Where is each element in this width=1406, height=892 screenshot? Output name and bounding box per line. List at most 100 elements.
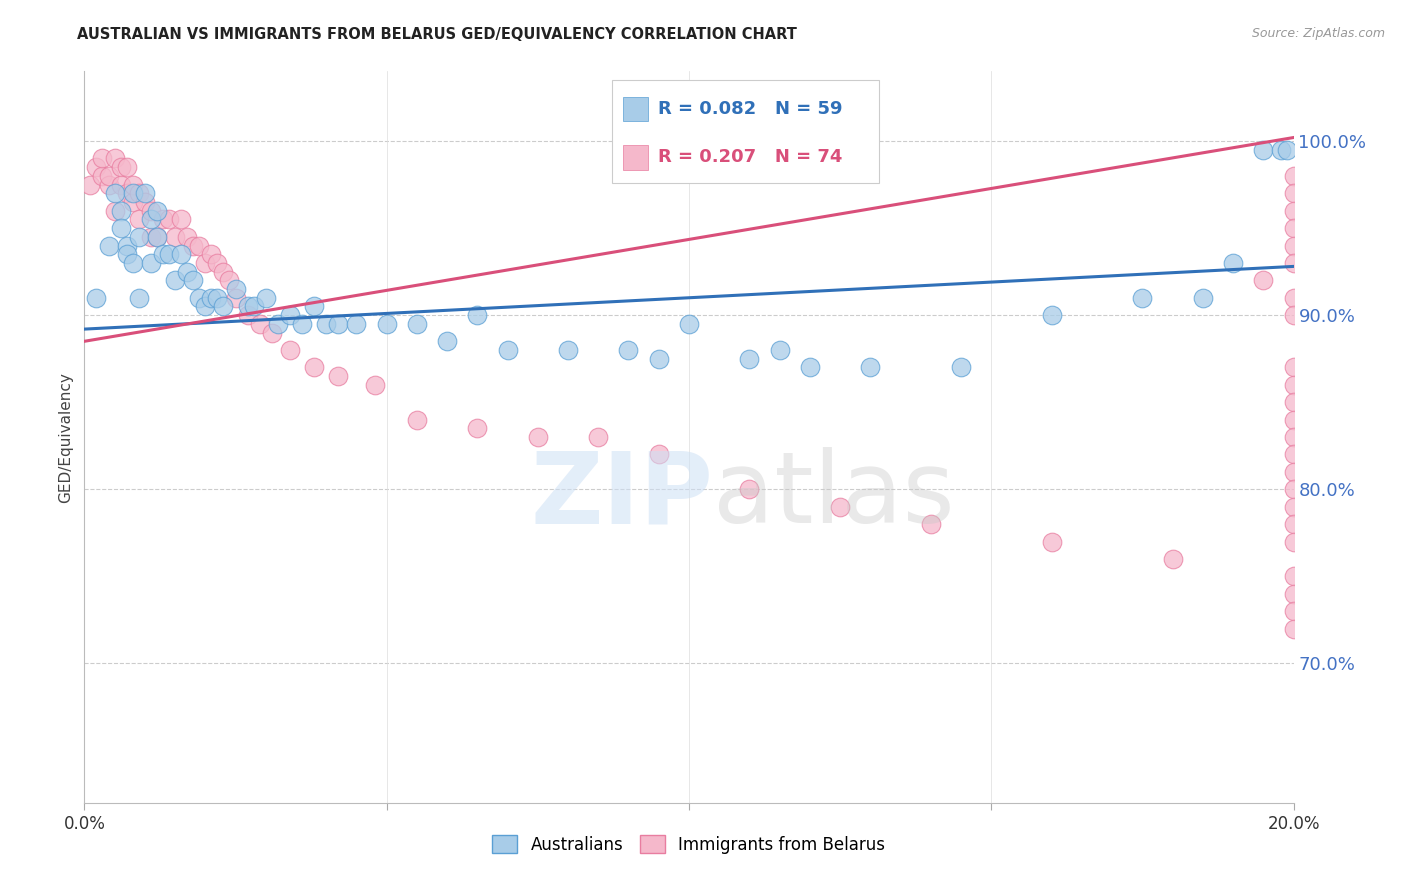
Point: [110, 178, 132, 192]
Point: [104, 203, 127, 218]
Point: [1282, 517, 1305, 532]
Point: [1282, 569, 1305, 583]
Point: [648, 448, 671, 462]
Point: [1270, 143, 1292, 157]
Text: Source: ZipAtlas.com: Source: ZipAtlas.com: [1251, 27, 1385, 40]
Point: [950, 360, 973, 375]
Point: [212, 300, 235, 314]
Point: [212, 265, 235, 279]
Point: [139, 229, 162, 244]
Point: [328, 369, 350, 384]
Point: [134, 194, 156, 209]
Point: [207, 291, 229, 305]
Point: [86, 291, 108, 305]
Point: [406, 317, 429, 331]
Point: [134, 186, 156, 201]
Point: [1282, 395, 1305, 409]
Point: [1282, 186, 1305, 201]
Point: [1282, 412, 1305, 426]
Point: [678, 317, 700, 331]
Point: [176, 265, 198, 279]
Text: R = 0.082   N = 59: R = 0.082 N = 59: [658, 100, 842, 118]
Point: [128, 186, 150, 201]
Point: [128, 291, 150, 305]
Point: [328, 317, 350, 331]
Point: [139, 256, 162, 270]
Point: [527, 430, 550, 444]
Point: [225, 282, 247, 296]
Point: [1282, 360, 1305, 375]
Point: [146, 229, 169, 244]
Point: [121, 256, 143, 270]
Point: [302, 360, 325, 375]
Point: [152, 247, 174, 261]
Point: [1282, 256, 1305, 270]
Point: [648, 351, 671, 366]
Text: R = 0.207   N = 74: R = 0.207 N = 74: [658, 148, 842, 166]
Point: [139, 212, 162, 227]
Point: [157, 212, 180, 227]
Point: [830, 500, 852, 514]
Text: ZIP: ZIP: [530, 447, 713, 544]
Point: [86, 160, 108, 174]
Point: [152, 212, 174, 227]
Point: [1282, 622, 1305, 636]
Point: [302, 300, 325, 314]
Point: [115, 247, 138, 261]
Point: [110, 203, 132, 218]
Point: [1282, 465, 1305, 479]
Point: [146, 203, 169, 218]
Point: [121, 178, 143, 192]
Point: [1253, 143, 1275, 157]
Point: [110, 160, 132, 174]
Point: [115, 238, 138, 252]
Point: [207, 256, 229, 270]
Point: [1282, 534, 1305, 549]
Legend: Australians, Immigrants from Belarus: Australians, Immigrants from Belarus: [485, 829, 893, 860]
Point: [1282, 291, 1305, 305]
Point: [1282, 169, 1305, 183]
Point: [176, 229, 198, 244]
Point: [194, 300, 217, 314]
Point: [588, 430, 610, 444]
Point: [1192, 291, 1215, 305]
Point: [170, 212, 193, 227]
Point: [188, 291, 211, 305]
Point: [1277, 143, 1299, 157]
Point: [1282, 221, 1305, 235]
Point: [218, 273, 240, 287]
Point: [165, 229, 187, 244]
Point: [557, 343, 579, 357]
Point: [91, 169, 114, 183]
Y-axis label: GED/Equivalency: GED/Equivalency: [58, 372, 73, 502]
Point: [920, 517, 942, 532]
Point: [104, 186, 127, 201]
Point: [128, 212, 150, 227]
Point: [121, 186, 143, 201]
Point: [1282, 604, 1305, 618]
Point: [346, 317, 368, 331]
Point: [139, 203, 162, 218]
Point: [170, 247, 193, 261]
Point: [1040, 534, 1063, 549]
Point: [194, 256, 217, 270]
Point: [467, 421, 489, 435]
Point: [157, 247, 180, 261]
Point: [79, 178, 101, 192]
Point: [375, 317, 398, 331]
Point: [436, 334, 458, 349]
Point: [91, 152, 114, 166]
Point: [1282, 308, 1305, 322]
Point: [236, 308, 259, 322]
Text: atlas: atlas: [713, 447, 955, 544]
Point: [254, 291, 277, 305]
Point: [278, 343, 301, 357]
Point: [110, 221, 132, 235]
Point: [1282, 500, 1305, 514]
Point: [267, 317, 290, 331]
Point: [1282, 377, 1305, 392]
Point: [200, 247, 222, 261]
Point: [363, 377, 385, 392]
Point: [146, 229, 169, 244]
Point: [115, 160, 138, 174]
